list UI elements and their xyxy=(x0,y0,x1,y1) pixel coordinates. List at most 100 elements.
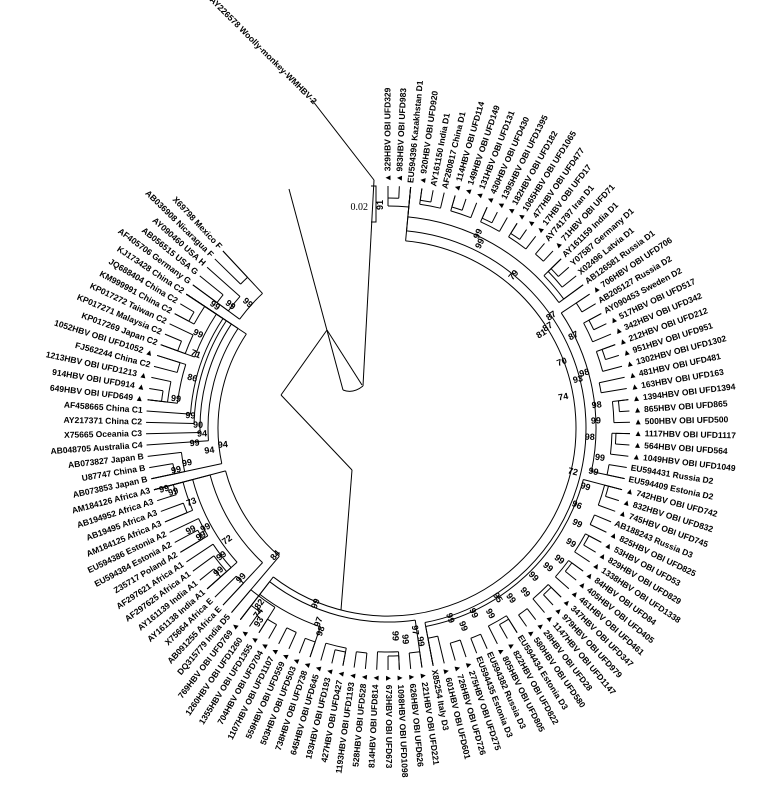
bootstrap-value: 99 xyxy=(591,415,601,425)
bootstrap-value: 98 xyxy=(591,399,602,410)
branch-arc xyxy=(583,322,594,343)
branch-line xyxy=(331,649,336,664)
branch-line xyxy=(591,471,625,480)
bootstrap-value: 99 xyxy=(415,636,426,647)
branch-line xyxy=(298,638,306,654)
branch-line xyxy=(222,250,263,294)
bootstrap-value: 98 xyxy=(578,366,590,378)
branch-arc xyxy=(188,311,195,322)
root-branch-line xyxy=(326,329,363,386)
branch-line xyxy=(199,568,215,581)
bootstrap-value: 99 xyxy=(234,571,248,585)
branch-line xyxy=(508,223,518,238)
bootstrap-value: 98 xyxy=(585,432,595,442)
bootstrap-value: 96 xyxy=(570,498,583,511)
tip-label-reference: AY217371 China C2 xyxy=(63,415,142,427)
tip-label-obi-sample: ▲ 1117HBV OBI UFD1117 xyxy=(634,428,736,440)
branch-arc xyxy=(611,401,615,423)
branch-line xyxy=(214,258,241,285)
bootstrap-value: 99 xyxy=(189,437,200,448)
branch-arc xyxy=(272,240,577,617)
bootstrap-value: 99 xyxy=(579,480,591,492)
branch-arc xyxy=(176,362,181,373)
branch-arc xyxy=(199,323,232,433)
branch-line xyxy=(585,533,602,543)
branch-line xyxy=(605,354,619,361)
bootstrap-value: 99 xyxy=(457,620,470,633)
branch-line xyxy=(146,440,209,446)
branch-line xyxy=(180,303,195,313)
branch-line xyxy=(615,443,630,446)
branch-line xyxy=(278,627,288,645)
branch-line xyxy=(342,647,347,666)
branch-line xyxy=(156,354,186,365)
branch-arc xyxy=(535,253,544,262)
branch-line xyxy=(561,293,590,314)
branch-line xyxy=(169,518,199,533)
root-support-value: 91 xyxy=(375,200,385,210)
branch-line xyxy=(470,638,478,654)
branch-arc xyxy=(334,649,346,653)
bootstrap-value: 99 xyxy=(208,298,222,312)
root-branch-line xyxy=(311,99,375,181)
branch-arc xyxy=(207,328,239,441)
root-branch-line xyxy=(340,469,353,611)
branch-line xyxy=(461,198,467,211)
branch-arc xyxy=(193,306,206,325)
branch-line xyxy=(558,284,584,303)
bootstrap-value: 99 xyxy=(309,597,322,610)
root-branch-line xyxy=(280,329,328,396)
branch-line xyxy=(480,633,488,649)
branch-line xyxy=(258,607,276,633)
branch-arc xyxy=(267,618,277,626)
bootstrap-value: 84 xyxy=(268,548,282,562)
branch-line xyxy=(268,624,278,639)
bootstrap-value: 99 xyxy=(484,607,498,621)
bootstrap-value: 87 xyxy=(544,309,558,323)
bootstrap-value: 93 xyxy=(572,373,584,385)
branch-arc xyxy=(589,514,595,525)
bootstrap-value: 79 xyxy=(506,268,520,282)
bootstrap-value: 99 xyxy=(194,529,208,543)
branch-arc xyxy=(450,639,461,644)
bootstrap-value: 99 xyxy=(170,464,182,476)
branch-arc xyxy=(209,474,263,563)
bootstrap-value: 74 xyxy=(557,391,569,403)
branch-arc xyxy=(325,642,347,649)
branch-arc xyxy=(450,210,471,219)
branch-line xyxy=(153,470,226,491)
branch-line xyxy=(574,551,590,563)
branch-line xyxy=(149,388,164,392)
bootstrap-value: 99 xyxy=(594,452,605,463)
branch-line xyxy=(164,509,193,523)
bootstrap-value: 95 xyxy=(491,591,505,605)
bootstrap-value: 99 xyxy=(527,569,541,583)
branch-line xyxy=(174,313,195,325)
branch-arc xyxy=(555,560,570,578)
bootstrap-value: 99 xyxy=(564,536,578,550)
branch-line xyxy=(288,632,297,649)
branch-arc xyxy=(499,618,509,626)
bootstrap-value: 99 xyxy=(467,606,480,619)
branch-arc xyxy=(194,313,217,358)
branch-line xyxy=(430,190,434,203)
branch-line xyxy=(169,323,194,336)
branch-arc xyxy=(518,608,528,616)
tip-label-obi-sample: ▲ 673HBV OBI UFD673 xyxy=(384,674,394,769)
bootstrap-value: 90 xyxy=(193,420,203,430)
bootstrap-value: 99 xyxy=(588,465,600,477)
branch-line xyxy=(592,333,612,343)
branch-line xyxy=(164,333,182,342)
branch-arc xyxy=(269,581,416,623)
branch-arc xyxy=(305,637,316,643)
bootstrap-value: 70 xyxy=(555,355,568,368)
branch-line xyxy=(594,514,612,523)
branch-line xyxy=(612,399,629,403)
branch-arc xyxy=(606,464,610,476)
branch-line xyxy=(619,410,630,413)
branch-line xyxy=(364,652,368,669)
bootstrap-value: 99 xyxy=(471,227,484,240)
branch-arc xyxy=(406,230,587,624)
branch-line xyxy=(605,495,620,502)
